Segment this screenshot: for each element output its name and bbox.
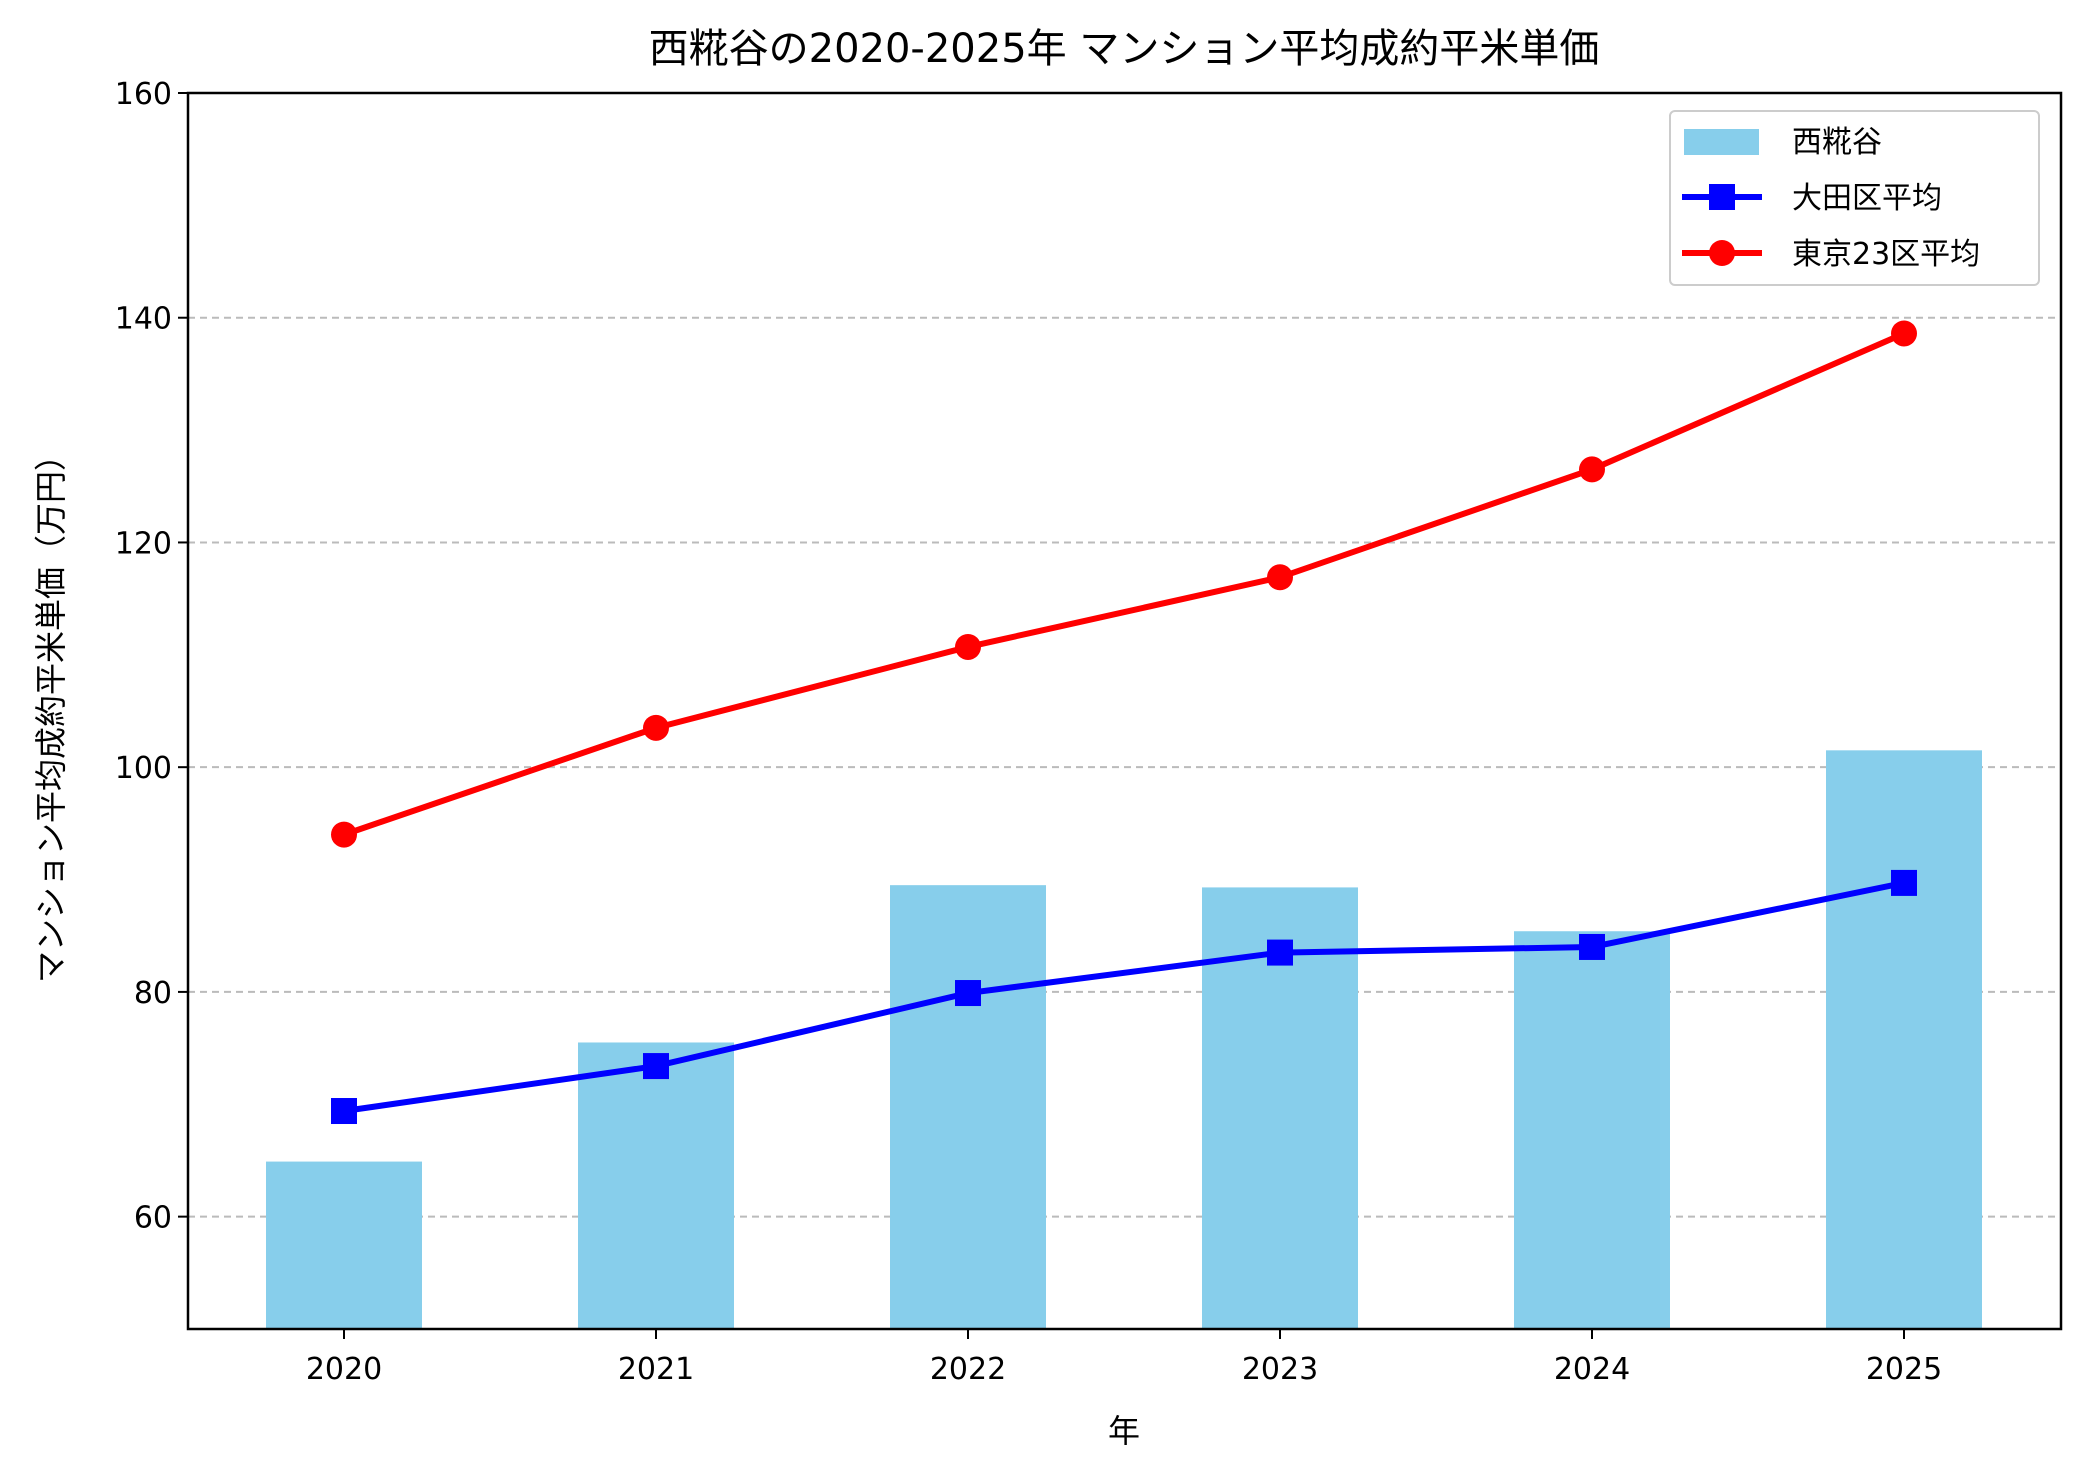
x-tick-label: 2022	[930, 1352, 1006, 1387]
lines	[331, 320, 1917, 1125]
bar	[1826, 750, 1982, 1329]
x-tick-label: 2020	[306, 1352, 382, 1387]
y-tick-label: 140	[115, 302, 172, 337]
legend-swatch	[1684, 129, 1759, 155]
x-axis: 2020 2021 2022 2023 2024 2025	[306, 1329, 1942, 1387]
legend-label: 東京23区平均	[1792, 237, 1980, 272]
x-tick-label: 2025	[1866, 1352, 1942, 1387]
bar	[1514, 931, 1670, 1329]
legend-label: 大田区平均	[1792, 181, 1942, 216]
data-point	[1267, 564, 1293, 591]
legend-box	[1669, 110, 2040, 286]
legend-marker	[1709, 184, 1735, 210]
series-line	[343, 879, 1905, 1114]
data-point	[331, 821, 357, 848]
data-point	[1579, 456, 1605, 483]
plot-frame	[186, 91, 2063, 1331]
legend-marker	[1709, 240, 1735, 266]
data-point	[1267, 939, 1293, 966]
bar	[890, 885, 1046, 1329]
chart-title: 西糀谷の2020-2025年 マンション平均成約平米単価	[649, 26, 1600, 72]
data-point	[955, 633, 981, 660]
y-tick-label: 60	[134, 1201, 172, 1236]
data-point	[955, 980, 981, 1007]
y-axis-label: マンション平均成約平米単価（万円）	[32, 439, 70, 983]
y-tick-label: 120	[115, 526, 172, 561]
bar	[578, 1042, 734, 1329]
y-tick-label: 80	[134, 976, 172, 1011]
x-axis-label: 年	[1108, 1412, 1140, 1450]
series-line	[343, 330, 1906, 838]
y-tick-label: 160	[115, 77, 172, 112]
data-point	[331, 1098, 357, 1125]
x-tick-label: 2024	[1554, 1352, 1630, 1387]
data-point	[1891, 869, 1917, 896]
data-point	[1891, 320, 1917, 347]
x-tick-label: 2021	[618, 1352, 694, 1387]
bar	[266, 1161, 422, 1329]
data-point	[1579, 933, 1605, 960]
x-tick-label: 2023	[1242, 1352, 1318, 1387]
data-point	[643, 1053, 669, 1080]
y-tick-label: 100	[115, 751, 172, 786]
grid-lines	[188, 316, 2061, 1218]
legend-label: 西糀谷	[1792, 125, 1882, 160]
data-point	[643, 714, 669, 741]
y-axis: 60 80 100 120 140 160	[115, 77, 188, 1236]
bars	[266, 750, 1982, 1329]
